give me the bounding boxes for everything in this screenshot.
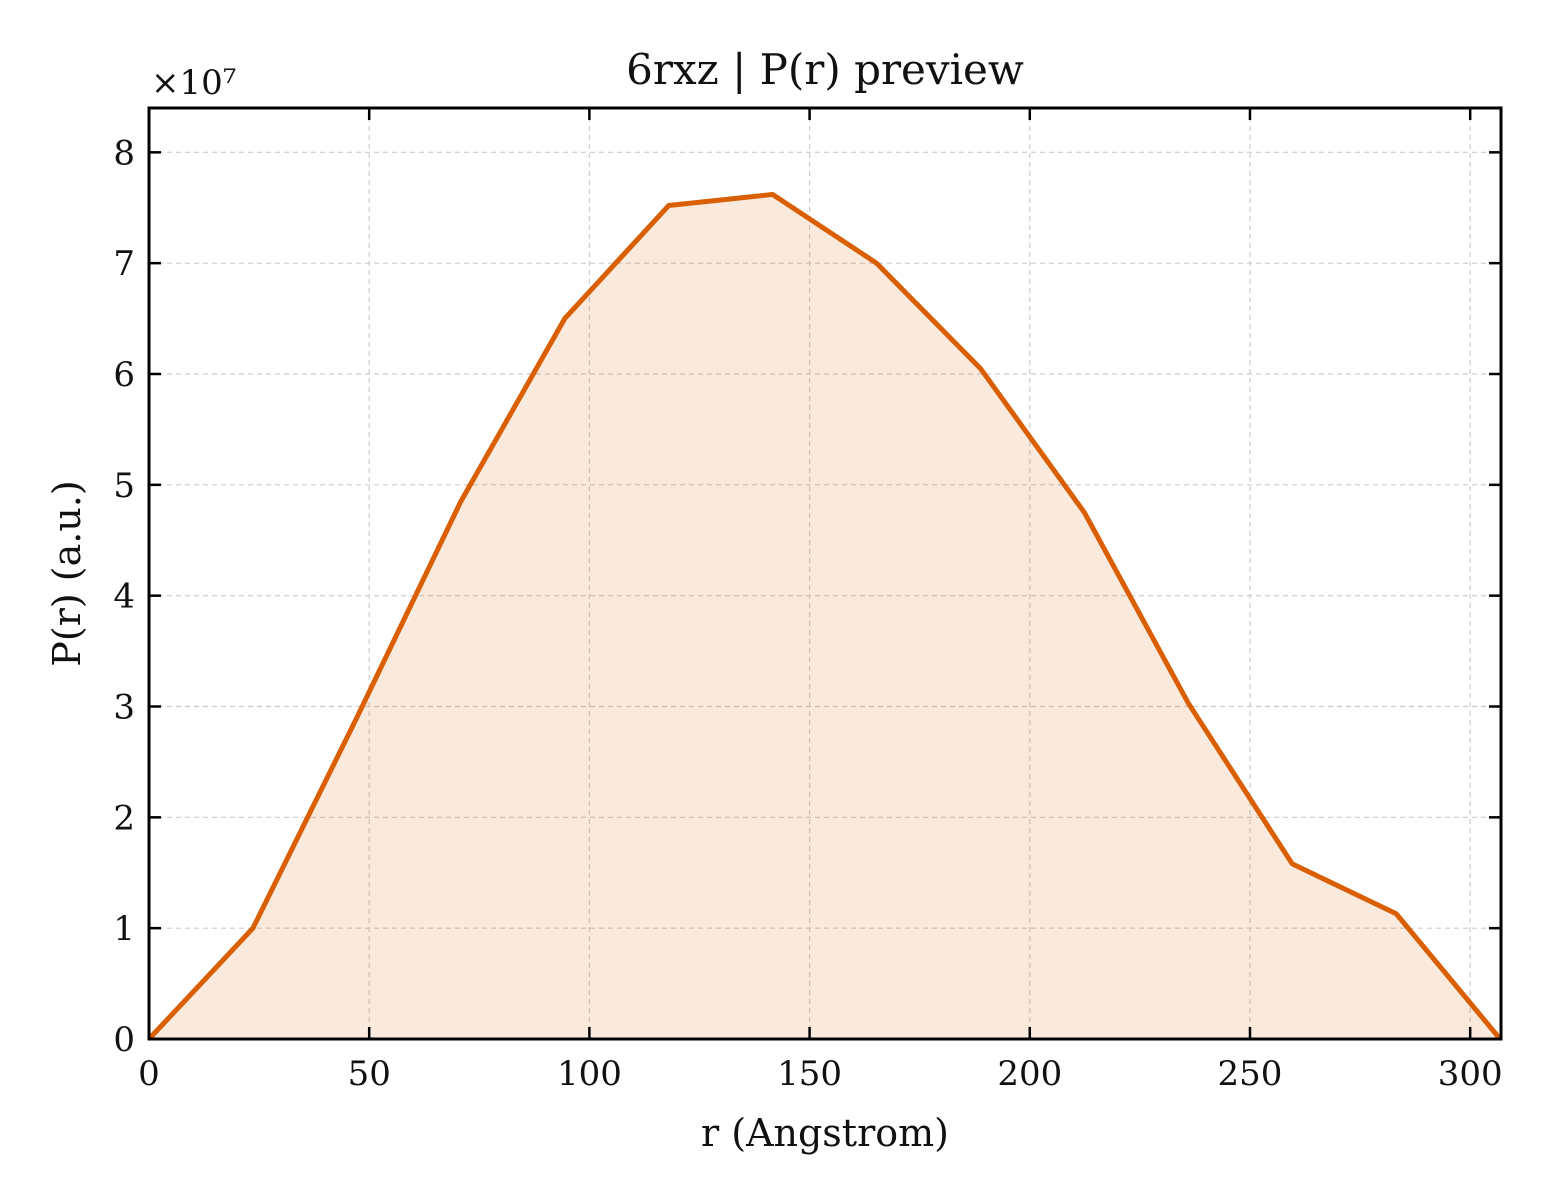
y-tick-label: 7 (113, 244, 135, 284)
y-tick-label: 8 (113, 133, 135, 173)
x-tick-label: 200 (997, 1054, 1062, 1094)
y-axis-label: P(r) (a.u.) (45, 480, 89, 666)
y-axis-ticks: 0 1 2 3 4 5 6 7 8 (113, 133, 1501, 1060)
series-area-fill (149, 194, 1501, 1039)
plot-area (147, 191, 1503, 1041)
x-tick-label: 50 (348, 1054, 391, 1094)
x-tick-label: 150 (777, 1054, 842, 1094)
y-axis-multiplier: ×10⁷ (151, 63, 236, 103)
x-axis-label: r (Angstrom) (701, 1111, 949, 1155)
x-tick-label: 250 (1218, 1054, 1283, 1094)
x-axis-ticks: 0 50 100 150 200 250 300 (138, 108, 1503, 1094)
axes-frame (147, 106, 1503, 1041)
y-tick-label: 1 (113, 909, 135, 949)
y-tick-label: 2 (113, 798, 135, 838)
y-tick-label: 5 (113, 466, 135, 506)
chart-title: 6rxz | P(r) preview (626, 45, 1024, 94)
x-tick-label: 300 (1438, 1054, 1503, 1094)
y-tick-label: 0 (113, 1020, 135, 1060)
x-tick-label: 100 (557, 1054, 622, 1094)
series-line (147, 191, 1503, 1041)
y-tick-label: 4 (113, 577, 135, 617)
y-tick-label: 3 (113, 688, 135, 728)
y-tick-label: 6 (113, 355, 135, 395)
x-tick-label: 0 (138, 1054, 160, 1094)
